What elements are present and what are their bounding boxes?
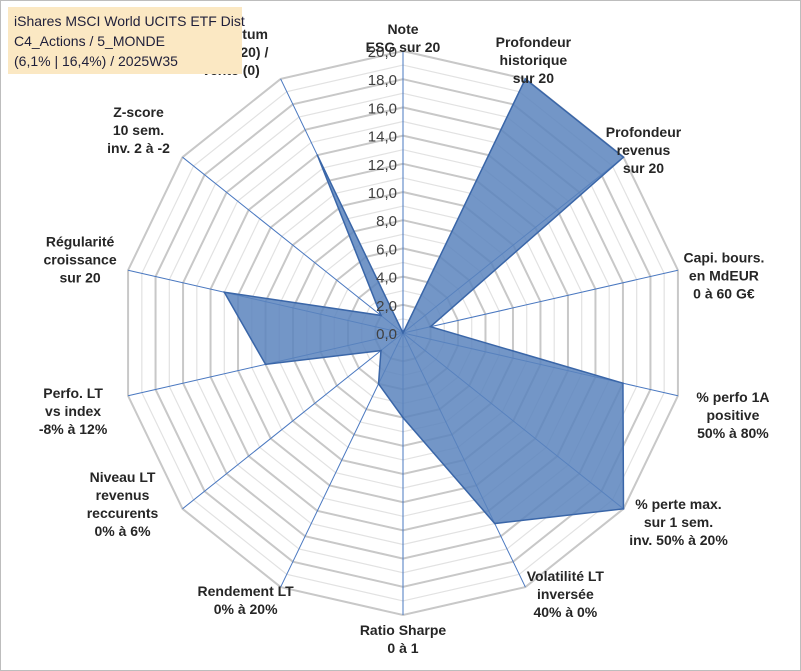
axis-label-line: historique — [500, 52, 568, 68]
tick-label: 2,0 — [376, 298, 397, 315]
data-point — [380, 314, 382, 317]
axis-label-line: % perfo 1A — [696, 389, 769, 405]
data-point — [377, 383, 380, 385]
axis-label-line: 0% à 6% — [94, 523, 151, 539]
axis-label-line: Capi. bours. — [683, 249, 764, 265]
axis-label: Z-score 10 sem. inv. 2 à -2 — [107, 104, 170, 156]
axis-label-line: inversée — [537, 586, 594, 602]
data-point — [316, 154, 319, 156]
tick-label: 0,0 — [376, 326, 397, 343]
axis-label-line: revenus — [96, 487, 150, 503]
axis-label: Profondeur revenus sur 20 — [606, 124, 682, 176]
title-line-2: C4_Actions / 5_MONDE — [14, 33, 165, 49]
data-point — [223, 291, 226, 294]
axis-label-line: ESG sur 20 — [366, 39, 441, 55]
data-point — [380, 349, 382, 352]
tick-label: 14,0 — [368, 129, 397, 146]
axis-label-line: reccurents — [87, 505, 159, 521]
data-point — [622, 508, 625, 510]
axis-label-line: Profondeur — [496, 34, 572, 50]
axis-label-line: Régularité — [46, 233, 115, 249]
axis-label-line: 10 sem. — [113, 122, 164, 138]
data-point — [493, 522, 496, 525]
axis-label: Régularité croissance sur 20 — [43, 233, 116, 285]
axis-label-line: Profondeur — [606, 124, 682, 140]
axis-label: Capi. bours. en MdEUR 0 à 60 G€ — [683, 249, 764, 301]
axis-label-line: sur 20 — [59, 269, 100, 285]
axis-label: Niveau LT revenus reccurents 0% à 6% — [87, 469, 159, 539]
tick-label: 18,0 — [368, 72, 397, 89]
title-line-1: iShares MSCI World UCITS ETF Dist — [14, 13, 245, 29]
axis-label-line: Perfo. LT — [43, 385, 103, 401]
data-point — [524, 78, 527, 80]
axis-spoke — [182, 156, 404, 334]
axis-label-line: 40% à 0% — [533, 604, 597, 620]
axis-label-line: revenus — [617, 142, 671, 158]
axis-label: % perfo 1A positive 50% à 80% — [696, 389, 769, 441]
axis-label: Note ESG sur 20 — [366, 21, 441, 55]
axis-label: Profondeur historique sur 20 — [496, 34, 572, 86]
chart-title-box: iShares MSCI World UCITS ETF Dist C4_Act… — [8, 7, 245, 74]
tick-label: 6,0 — [376, 241, 397, 258]
axis-label-line: inv. 2 à -2 — [107, 140, 170, 156]
axis-label-line: positive — [706, 407, 759, 423]
data-point — [264, 363, 267, 366]
axis-label-line: 0% à 20% — [214, 601, 278, 617]
data-point — [402, 416, 404, 419]
axis-label-line: inv. 50% à 20% — [629, 532, 728, 548]
axis-label-line: -8% à 12% — [39, 421, 108, 437]
axis-label-line: Z-score — [113, 104, 164, 120]
axis-label: % perte max. sur 1 sem. inv. 50% à 20% — [629, 496, 728, 548]
axis-label: Volatilité LT inversée 40% à 0% — [527, 568, 605, 620]
axis-label-line: 0 à 1 — [387, 640, 418, 656]
title-line-3: (6,1% | 16,4%) / 2025W35 — [14, 53, 178, 69]
axis-spoke — [182, 332, 404, 510]
data-point — [402, 332, 404, 334]
axis-label: Ratio Sharpe 0 à 1 — [360, 622, 447, 656]
tick-label: 20,0 — [368, 44, 397, 61]
axis-label: Perfo. LT vs index -8% à 12% — [39, 385, 108, 437]
axis-label-line: vs index — [45, 403, 101, 419]
axis-label-line: Niveau LT — [90, 469, 156, 485]
axis-label: Rendement LT 0% à 20% — [198, 583, 295, 617]
tick-label: 4,0 — [376, 270, 397, 287]
data-point — [622, 382, 624, 385]
axis-label-line: sur 20 — [513, 70, 554, 86]
data-point — [429, 325, 432, 328]
tick-label: 12,0 — [368, 157, 397, 174]
axis-label-line: % perte max. — [635, 496, 721, 512]
axis-label-line: Note — [387, 21, 418, 37]
tick-label: 10,0 — [368, 185, 397, 202]
axis-label-line: en MdEUR — [689, 267, 759, 283]
axis-label-line: croissance — [43, 251, 116, 267]
axis-label-line: sur 1 sem. — [644, 514, 713, 530]
axis-label-line: 50% à 80% — [697, 425, 769, 441]
axis-spoke — [402, 269, 679, 334]
axis-label-line: Rendement LT — [198, 583, 295, 599]
axis-label-line: Ratio Sharpe — [360, 622, 447, 638]
axis-label-line: 0 à 60 G€ — [693, 285, 755, 301]
axis-label-line: Volatilité LT — [527, 568, 605, 584]
axis-label-line: sur 20 — [623, 160, 664, 176]
tick-label: 16,0 — [368, 100, 397, 117]
data-point — [622, 156, 625, 158]
tick-label: 8,0 — [376, 213, 397, 230]
